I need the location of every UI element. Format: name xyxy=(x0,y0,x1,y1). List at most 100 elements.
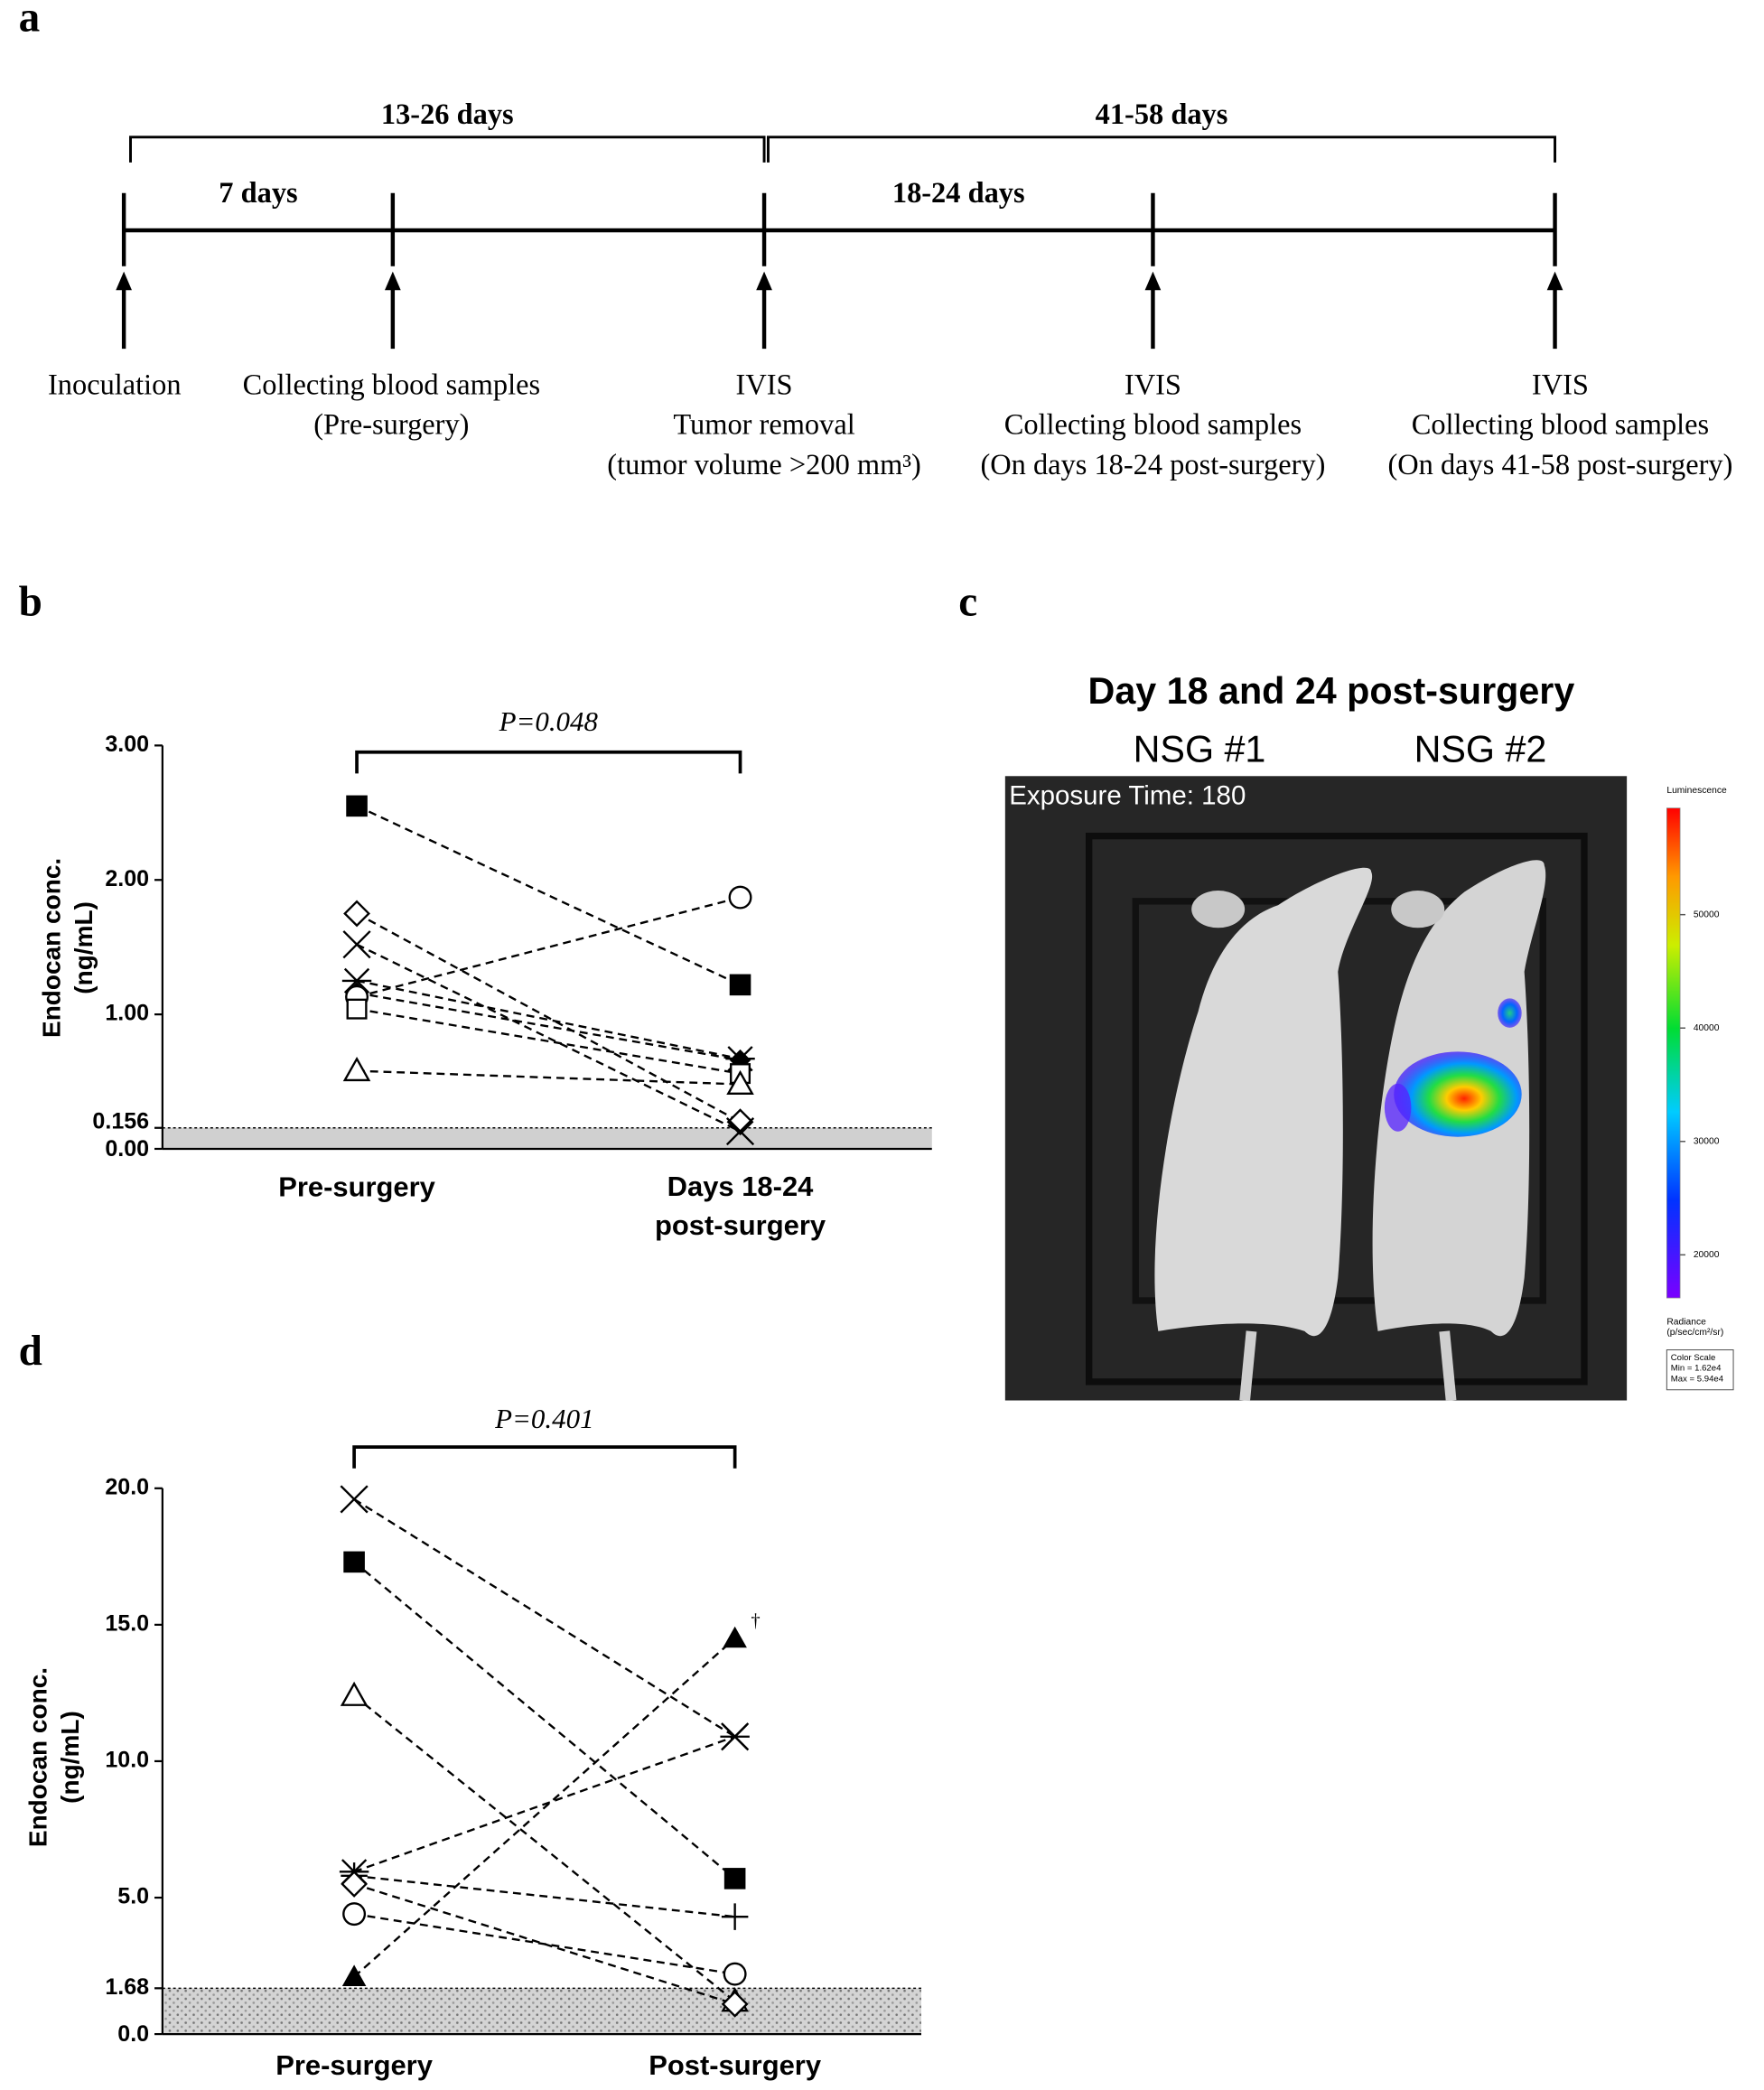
event-label: IVIS xyxy=(1125,369,1181,401)
marker xyxy=(342,1056,371,1082)
marker xyxy=(346,795,368,817)
panel-label: d xyxy=(19,1328,42,1375)
arrow-head xyxy=(385,271,401,291)
p-value: P=0.401 xyxy=(494,1403,593,1434)
lloq-band xyxy=(162,1988,921,2035)
subject-label: NSG #2 xyxy=(1414,729,1547,770)
marker xyxy=(725,1117,755,1146)
event-label: IVIS xyxy=(1532,369,1589,401)
pair-line xyxy=(356,912,742,1124)
x-tick-label: Pre-surgery xyxy=(278,1171,435,1202)
y-axis-label: (ng/mL) xyxy=(56,1711,84,1804)
arrow-head xyxy=(116,271,132,291)
marker xyxy=(341,1964,367,1986)
event-label: (tumor volume >200 mm³) xyxy=(607,449,921,481)
scale-box xyxy=(1666,1349,1734,1391)
y-tick-label: 1.00 xyxy=(105,1001,149,1026)
colorbar-tick-label: 30000 xyxy=(1694,1136,1720,1146)
marker xyxy=(728,885,752,910)
ivis-image xyxy=(1004,776,1628,1402)
pair-line xyxy=(353,1912,735,1975)
scale-box-text: Color Scale xyxy=(1671,1353,1716,1363)
significance-bracket xyxy=(352,1445,737,1469)
data-point xyxy=(729,974,751,996)
event-label: Collecting blood samples xyxy=(1004,409,1302,442)
panel-label: c xyxy=(958,578,977,625)
marker xyxy=(343,1551,365,1573)
marker xyxy=(726,1069,754,1096)
arrow-head xyxy=(1144,271,1162,291)
colorbar-tick-label: 50000 xyxy=(1694,910,1720,919)
marker xyxy=(726,1108,754,1136)
lloq-band xyxy=(162,1127,932,1149)
panel-label: a xyxy=(19,0,41,41)
event-label: (Pre-surgery) xyxy=(313,409,469,442)
marker xyxy=(341,1870,369,1898)
y-tick-label: 1.68 xyxy=(105,1974,149,2000)
scale-box-text: Min = 1.62e4 xyxy=(1671,1364,1722,1374)
data-point xyxy=(346,795,368,817)
pair-line xyxy=(356,979,741,1060)
x-tick-label: Pre-surgery xyxy=(275,2049,433,2081)
scale-box-text: Max = 5.94e4 xyxy=(1671,1374,1724,1384)
marker xyxy=(346,998,368,1020)
y-tick-label: 0.156 xyxy=(92,1108,149,1134)
marker xyxy=(723,1868,746,1889)
pair-line xyxy=(353,1498,736,1738)
marker xyxy=(721,1990,749,2018)
p-value: P=0.048 xyxy=(499,705,599,737)
data-point xyxy=(343,900,370,928)
marker xyxy=(721,1903,749,1930)
event-label: Inoculation xyxy=(48,369,182,401)
y-axis-label: Endocan conc. xyxy=(37,858,65,1038)
data-point xyxy=(342,1056,371,1082)
arrow-head xyxy=(1546,271,1563,291)
pair-line xyxy=(356,943,742,1133)
span-bracket xyxy=(129,135,766,163)
data-point xyxy=(720,1723,750,1749)
data-point xyxy=(343,1551,365,1573)
event-label: (On days 18-24 post-surgery) xyxy=(980,449,1325,481)
y-tick-label: 20.0 xyxy=(105,1474,149,1499)
event-label: IVIS xyxy=(736,369,793,401)
data-point xyxy=(342,1902,367,1927)
data-point xyxy=(342,930,371,959)
y-tick-label: 0.0 xyxy=(117,2021,149,2047)
data-point xyxy=(340,1485,369,1514)
interval-label: 7 days xyxy=(219,177,297,210)
data-point xyxy=(721,1903,749,1930)
marker xyxy=(340,1485,369,1514)
marker xyxy=(340,1681,369,1706)
exposure-label: Exposure Time: 180 xyxy=(1009,781,1246,811)
colorbar xyxy=(1666,807,1681,1299)
marker xyxy=(342,930,371,959)
colorbar-tick-label: 40000 xyxy=(1694,1023,1720,1033)
data-point xyxy=(340,1681,369,1706)
colorbar-title: Luminescence xyxy=(1666,786,1727,796)
event-label: (On days 41-58 post-surgery) xyxy=(1387,449,1732,481)
data-point xyxy=(726,1069,754,1096)
colorbar-unit: Radiance xyxy=(1666,1317,1706,1327)
pair-line xyxy=(353,1874,735,1918)
marker xyxy=(342,1902,367,1927)
span-label: 13-26 days xyxy=(381,98,514,131)
y-tick-label: 5.0 xyxy=(117,1884,149,1909)
pair-line xyxy=(356,805,742,986)
y-tick-label: 15.0 xyxy=(105,1611,149,1637)
arrow-head xyxy=(756,271,772,291)
data-point xyxy=(725,1117,755,1146)
data-point xyxy=(723,1868,746,1889)
subject-label: NSG #1 xyxy=(1134,729,1266,770)
data-point xyxy=(341,1870,369,1898)
span-bracket xyxy=(767,135,1557,163)
marker xyxy=(343,900,370,928)
significance-bracket xyxy=(355,750,742,774)
pair-line xyxy=(353,1637,736,1978)
event-label: Collecting blood samples xyxy=(1412,409,1709,442)
colorbar-unit: (p/sec/cm²/sr) xyxy=(1666,1328,1723,1338)
event-label: Collecting blood samples xyxy=(243,369,540,401)
y-axis-label: Endocan conc. xyxy=(24,1667,52,1847)
pair-line xyxy=(353,1561,736,1880)
data-point xyxy=(723,1626,747,1648)
